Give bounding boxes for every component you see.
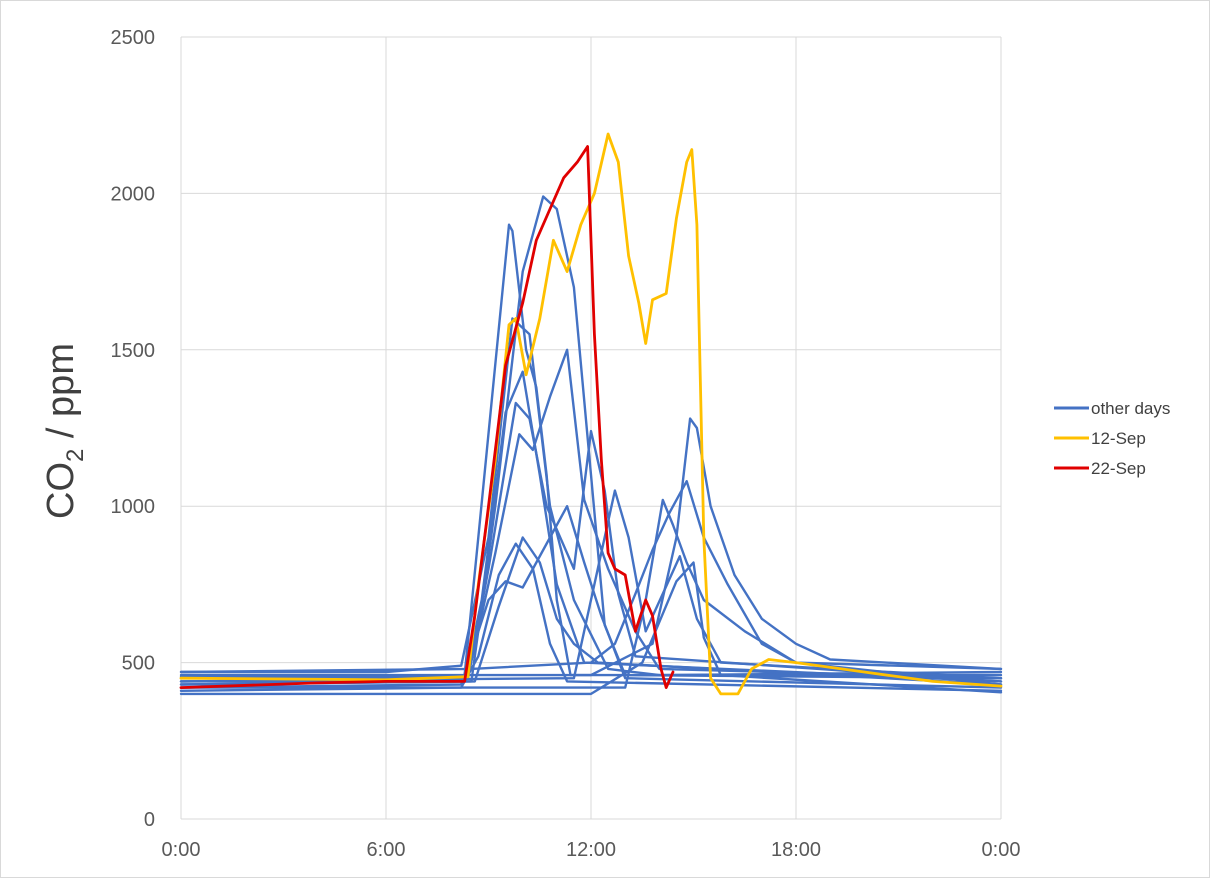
y-tick-label: 0 (144, 809, 155, 831)
legend-label-1: 12-Sep (1091, 429, 1146, 448)
series-line-other-days-7 (179, 536, 1003, 686)
series-lines (179, 132, 1003, 696)
y-axis-title-subscript: 2 (62, 449, 89, 462)
legend-label-2: 22-Sep (1091, 459, 1146, 478)
series-line-other-days-13 (179, 561, 1003, 696)
y-axis-title-rest: / ppm (40, 343, 82, 449)
y-tick-label: 500 (122, 653, 155, 675)
series-line-other-days-0 (179, 317, 1003, 677)
x-tick-label: 18:00 (771, 839, 821, 861)
series-line-other-days-11 (179, 489, 1003, 683)
y-tick-label: 1500 (111, 340, 156, 362)
x-tick-label: 0:00 (982, 839, 1021, 861)
x-tick-label: 12:00 (566, 839, 616, 861)
x-tick-labels: 0:00 6:00 12:00 18:00 0:00 (162, 839, 1021, 861)
series-line-other-days-10 (179, 417, 1003, 677)
y-tick-label: 1000 (111, 496, 156, 518)
series-line-other-days-8 (179, 401, 1003, 683)
x-tick-label: 0:00 (162, 839, 201, 861)
y-axis-title: CO2 / ppm (40, 343, 89, 519)
series-line-other-days-12 (179, 498, 1003, 689)
x-tick-label: 6:00 (367, 839, 406, 861)
gridlines (180, 36, 1002, 820)
y-axis-title-main: CO (40, 462, 82, 519)
series-line-12-sep-14 (179, 132, 1003, 696)
y-tick-label: 2500 (111, 27, 156, 49)
legend: other days 12-Sep 22-Sep (1054, 399, 1170, 478)
y-tick-labels: 0 500 1000 1500 2000 2500 (111, 27, 156, 831)
series-line-22-sep-15 (179, 145, 675, 689)
y-tick-label: 2000 (111, 183, 156, 205)
series-line-other-days-9 (179, 480, 1003, 674)
legend-label-0: other days (1091, 399, 1170, 418)
series-line-other-days-6 (179, 348, 1003, 680)
